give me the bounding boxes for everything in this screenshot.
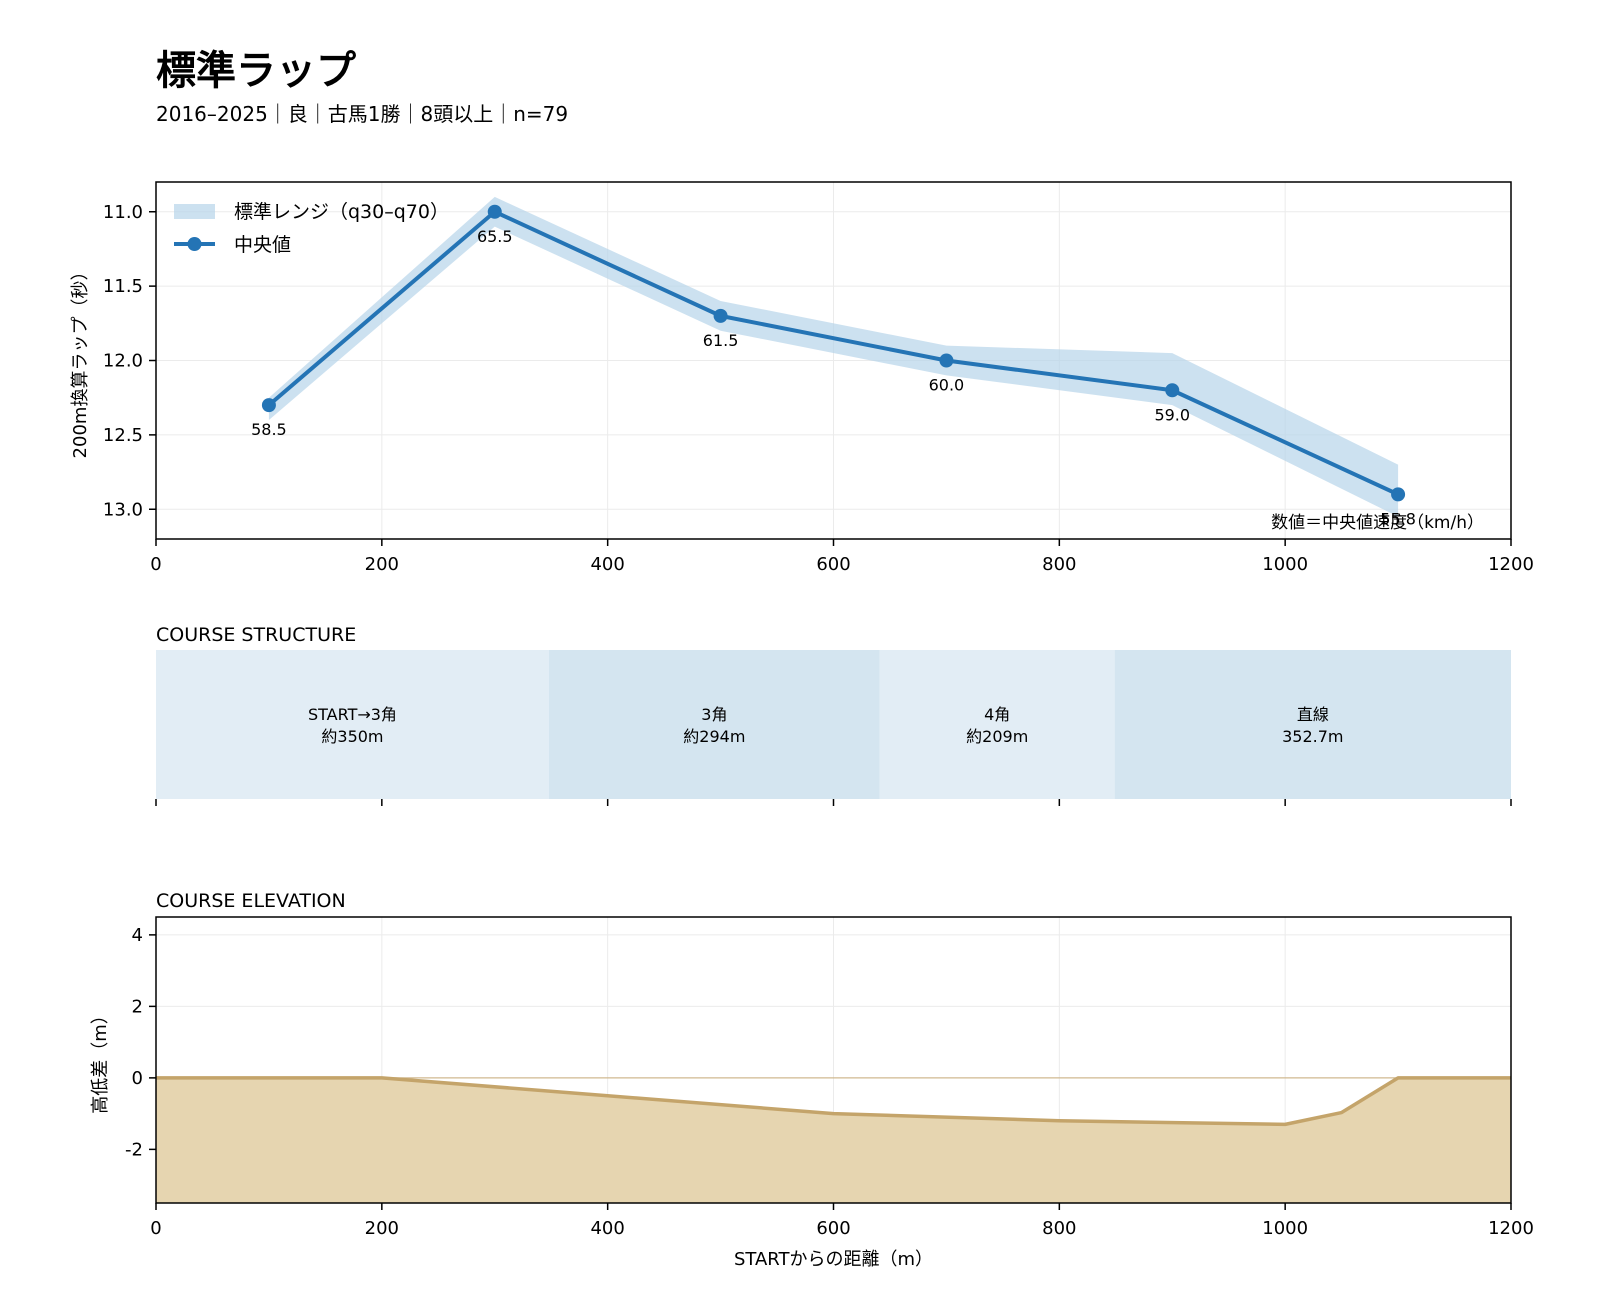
x-tick-label: 1200	[1488, 1218, 1534, 1239]
segment-length: 約350m	[321, 727, 383, 746]
x-tick-label: 600	[816, 1218, 850, 1239]
y-tick-label: 4	[132, 925, 143, 946]
x-tick-label: 600	[816, 554, 850, 575]
median-point	[487, 204, 502, 219]
segment-name: START→3角	[308, 705, 397, 724]
segment-name: 4角	[984, 705, 1010, 724]
median-point	[1391, 487, 1406, 502]
elevation-area	[156, 1077, 1511, 1203]
legend-median-marker	[187, 237, 202, 251]
y-axis-label: 高低差（m）	[90, 1006, 111, 1114]
segment-band	[879, 650, 1115, 799]
legend-band-swatch	[174, 204, 215, 219]
segment-band	[548, 650, 880, 799]
speed-label: 58.5	[251, 420, 287, 439]
chart-subtitle: 2016–2025｜良｜古馬1勝｜8頭以上｜n=79	[156, 102, 568, 126]
y-tick-label: 12.5	[103, 425, 143, 446]
legend-band-label: 標準レンジ（q30–q70）	[234, 201, 449, 223]
y-tick-label: 0	[132, 1068, 143, 1089]
course-elevation-chart: COURSE ELEVATION 0 200 400 600 800 1000 1200 4 2 0…	[90, 890, 1534, 1270]
median-line	[267, 209, 1399, 497]
x-tick-label: 1200	[1488, 554, 1534, 575]
speed-label: 59.0	[1154, 405, 1190, 424]
segment-name: 直線	[1297, 705, 1329, 724]
x-axis-label: STARTからの距離（m）	[734, 1249, 933, 1270]
x-tick-label: 1000	[1262, 1218, 1308, 1239]
segment-band	[156, 650, 549, 799]
y-tick-label: 12.0	[103, 351, 143, 372]
x-tick-label: 400	[590, 1218, 624, 1239]
segment-length: 352.7m	[1282, 727, 1343, 746]
y-tick-label: -2	[125, 1139, 143, 1160]
chart-title: 標準ラップ	[156, 48, 356, 94]
median-point	[939, 353, 954, 368]
x-tick-label: 800	[1042, 554, 1076, 575]
y-tick-label: 11.0	[103, 202, 143, 223]
y-tick-label: 13.0	[103, 499, 143, 520]
range-band	[268, 196, 1399, 517]
segment-band	[1114, 650, 1511, 799]
y-tick-label: 2	[132, 996, 143, 1017]
speed-label: 61.5	[703, 331, 739, 350]
segment-length: 約294m	[683, 727, 745, 746]
y-tick-label: 11.5	[103, 276, 143, 297]
segment-name: 3角	[701, 705, 727, 724]
lap-chart: 58.5 65.5 61.5 60.0 59.0 55.8 0 200 400 600 800 100…	[70, 181, 1534, 575]
speed-label: 55.8	[1380, 509, 1416, 528]
x-tick-label: 800	[1042, 1218, 1076, 1239]
x-tick-label: 1000	[1262, 554, 1308, 575]
median-point	[261, 398, 276, 413]
x-tick-label: 200	[365, 1218, 399, 1239]
legend-median-label: 中央値	[234, 234, 291, 256]
median-point	[713, 308, 728, 323]
speed-label: 65.5	[477, 227, 513, 246]
x-tick-label: 0	[150, 554, 161, 575]
speed-note: 数値＝中央値速度（km/h）	[1271, 513, 1484, 533]
y-axis-label: 200m換算ラップ（秒）	[70, 263, 91, 459]
segment-length: 約209m	[966, 727, 1028, 746]
structure-title: COURSE STRUCTURE	[156, 624, 356, 646]
elevation-line	[156, 1076, 1511, 1127]
elevation-title: COURSE ELEVATION	[156, 890, 346, 912]
x-tick-label: 0	[150, 1218, 161, 1239]
speed-label: 60.0	[929, 376, 965, 395]
x-tick-label: 200	[365, 554, 399, 575]
x-tick-label: 400	[590, 554, 624, 575]
median-point	[1165, 383, 1180, 398]
